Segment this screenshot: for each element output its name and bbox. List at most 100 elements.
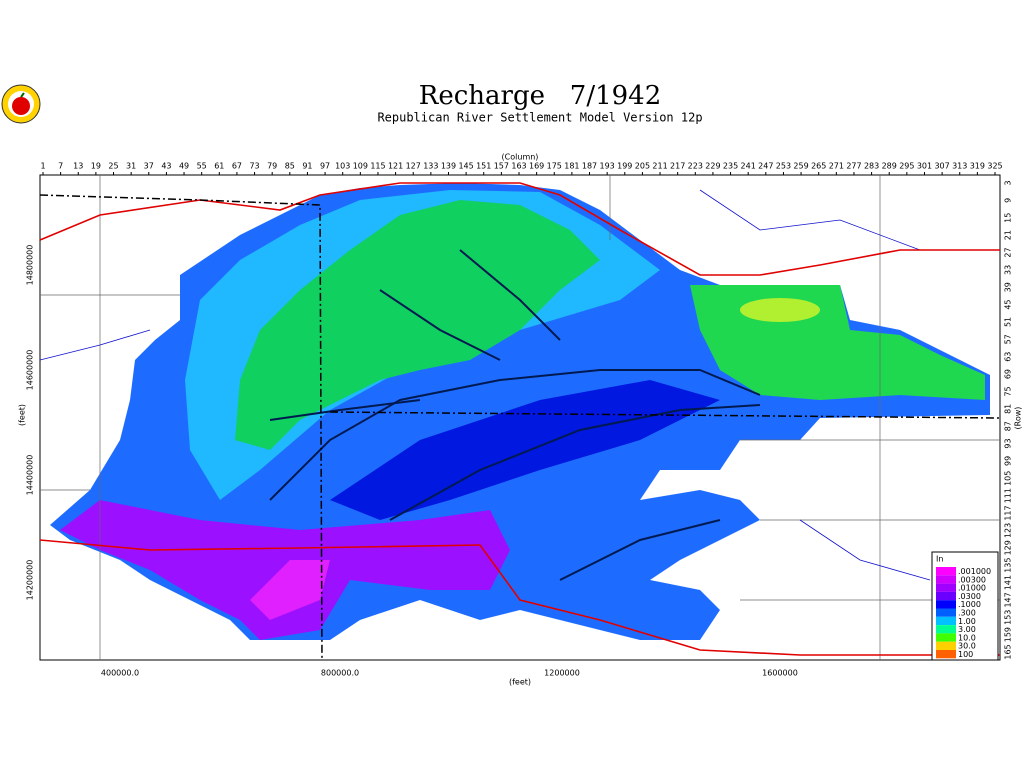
column-label: 13: [73, 162, 83, 171]
row-label: 63: [1004, 352, 1013, 362]
legend-swatch: [936, 575, 956, 584]
legend-swatch: [936, 633, 956, 642]
column-label: 295: [899, 162, 914, 171]
column-label: 103: [335, 162, 350, 171]
legend-swatch: [936, 591, 956, 601]
river: [39, 329, 151, 361]
legend-swatch: [936, 567, 956, 576]
row-label: 51: [1004, 317, 1013, 327]
legend-label: 3.00: [958, 625, 976, 634]
column-axis-label: (Column): [502, 153, 539, 162]
legend-swatch: [936, 600, 956, 609]
column-label: 67: [232, 162, 242, 171]
x-tick-label: 1200000: [544, 669, 580, 678]
column-label: 265: [811, 162, 826, 171]
column-label: 85: [285, 162, 295, 171]
column-label: 169: [529, 162, 544, 171]
model-area: [50, 183, 990, 640]
stream: [269, 369, 761, 501]
region-yellow: [740, 298, 820, 322]
row-label: 15: [1004, 213, 1013, 223]
column-label: 73: [249, 162, 259, 171]
row-label: 57: [1004, 334, 1013, 344]
stream: [379, 289, 501, 361]
column-label: 43: [161, 162, 171, 171]
row-label: 123: [1004, 523, 1013, 538]
legend-swatch: [936, 616, 956, 626]
column-label: 187: [582, 162, 597, 171]
row-label: 27: [1004, 247, 1013, 257]
y-tick-label: 14400000: [26, 455, 35, 496]
x-tick-label: 400000.0: [101, 669, 139, 678]
y-tick-label: 14800000: [26, 245, 35, 286]
column-label: 127: [406, 162, 421, 171]
logo-stem: [20, 92, 25, 98]
legend-swatch: [936, 625, 956, 634]
column-label: 151: [476, 162, 491, 171]
column-label: 61: [214, 162, 224, 171]
row-label: 111: [1004, 488, 1013, 503]
state-line: [39, 194, 323, 661]
region-green: [235, 200, 600, 450]
row-label: 99: [1004, 456, 1013, 466]
legend-label: .001000: [958, 567, 991, 576]
x-tick-label: 1600000: [762, 669, 798, 678]
legend-swatch: [936, 650, 956, 659]
column-label: 259: [793, 162, 808, 171]
column-label: 49: [179, 162, 189, 171]
column-label: 181: [564, 162, 579, 171]
rivers: [39, 189, 931, 581]
column-label: 25: [108, 162, 118, 171]
x-tick-label: 800000.0: [321, 669, 359, 678]
column-label: 211: [652, 162, 667, 171]
row-label: 33: [1004, 265, 1013, 275]
column-label: 7: [58, 162, 63, 171]
logo-apple: [12, 97, 30, 115]
column-label: 205: [635, 162, 650, 171]
column-label: 139: [441, 162, 456, 171]
column-label: 1: [40, 162, 45, 171]
legend-label: 30.0: [958, 642, 976, 651]
y-tick-label: 14200000: [26, 560, 35, 601]
legend-label: .300: [958, 609, 976, 618]
subtitle: Republican River Settlement Model Versio…: [377, 111, 702, 125]
column-label: 109: [353, 162, 368, 171]
column-label: 307: [934, 162, 949, 171]
column-label: 193: [600, 162, 615, 171]
row-label: 165: [1004, 644, 1013, 659]
row-label: 129: [1004, 540, 1013, 555]
row-label: 135: [1004, 558, 1013, 573]
title: Recharge 7/1942: [419, 81, 662, 111]
column-label: 283: [864, 162, 879, 171]
logo: [1, 84, 41, 124]
row-label: 153: [1004, 610, 1013, 625]
column-label: 289: [882, 162, 897, 171]
column-label: 313: [952, 162, 967, 171]
column-label: 277: [846, 162, 861, 171]
stream: [389, 404, 761, 521]
column-label: 91: [302, 162, 312, 171]
column-label: 229: [705, 162, 720, 171]
y-axis-label: (feet): [18, 404, 27, 426]
row-label: 141: [1004, 575, 1013, 590]
y-tick-label: 14600000: [26, 350, 35, 391]
column-label: 115: [370, 162, 385, 171]
column-label: 31: [126, 162, 136, 171]
legend-label: .01000: [958, 584, 986, 593]
region-magenta: [250, 560, 330, 620]
column-label: 325: [987, 162, 1002, 171]
legend-swatch: [936, 641, 956, 650]
x-axis-label: (feet): [509, 678, 531, 687]
river: [799, 519, 931, 581]
column-label: 271: [829, 162, 844, 171]
road: [39, 182, 1000, 276]
legend-label: 1.00: [958, 617, 976, 626]
column-label: 163: [511, 162, 526, 171]
stream: [459, 249, 561, 341]
column-label: 235: [723, 162, 738, 171]
row-label: 93: [1004, 438, 1013, 448]
row-label: 45: [1004, 299, 1013, 309]
roads: [39, 182, 1000, 656]
